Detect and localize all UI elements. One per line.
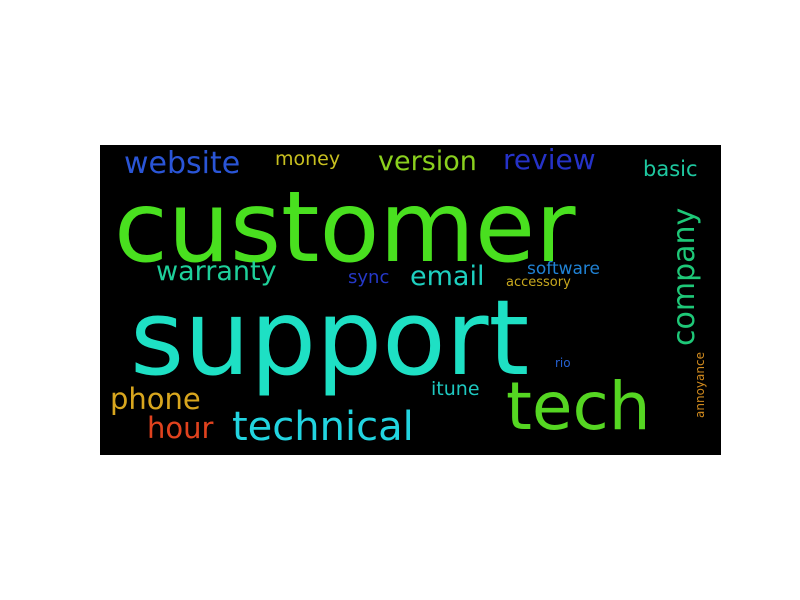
- word-website: website: [124, 146, 241, 181]
- word-phone: phone: [110, 382, 201, 416]
- word-customer: customer: [114, 171, 576, 285]
- word-warranty: warranty: [156, 256, 277, 287]
- word-hour: hour: [147, 411, 214, 445]
- word-review: review: [503, 145, 596, 176]
- word-sync: sync: [348, 267, 390, 288]
- word-software: software: [527, 259, 601, 279]
- word-accessory: accessory: [506, 275, 571, 290]
- word-support: support: [130, 277, 530, 399]
- word-money: money: [275, 148, 341, 170]
- word-tech: tech: [506, 368, 651, 445]
- word-email: email: [410, 261, 485, 292]
- word-basic: basic: [643, 157, 698, 181]
- word-cloud: customer support tech technical website …: [100, 145, 721, 455]
- word-itune: itune: [431, 378, 480, 400]
- word-version: version: [378, 146, 477, 177]
- word-company: company: [667, 207, 702, 346]
- word-rio: rio: [555, 356, 571, 370]
- word-annoyance: annoyance: [693, 352, 707, 418]
- word-technical: technical: [232, 404, 414, 450]
